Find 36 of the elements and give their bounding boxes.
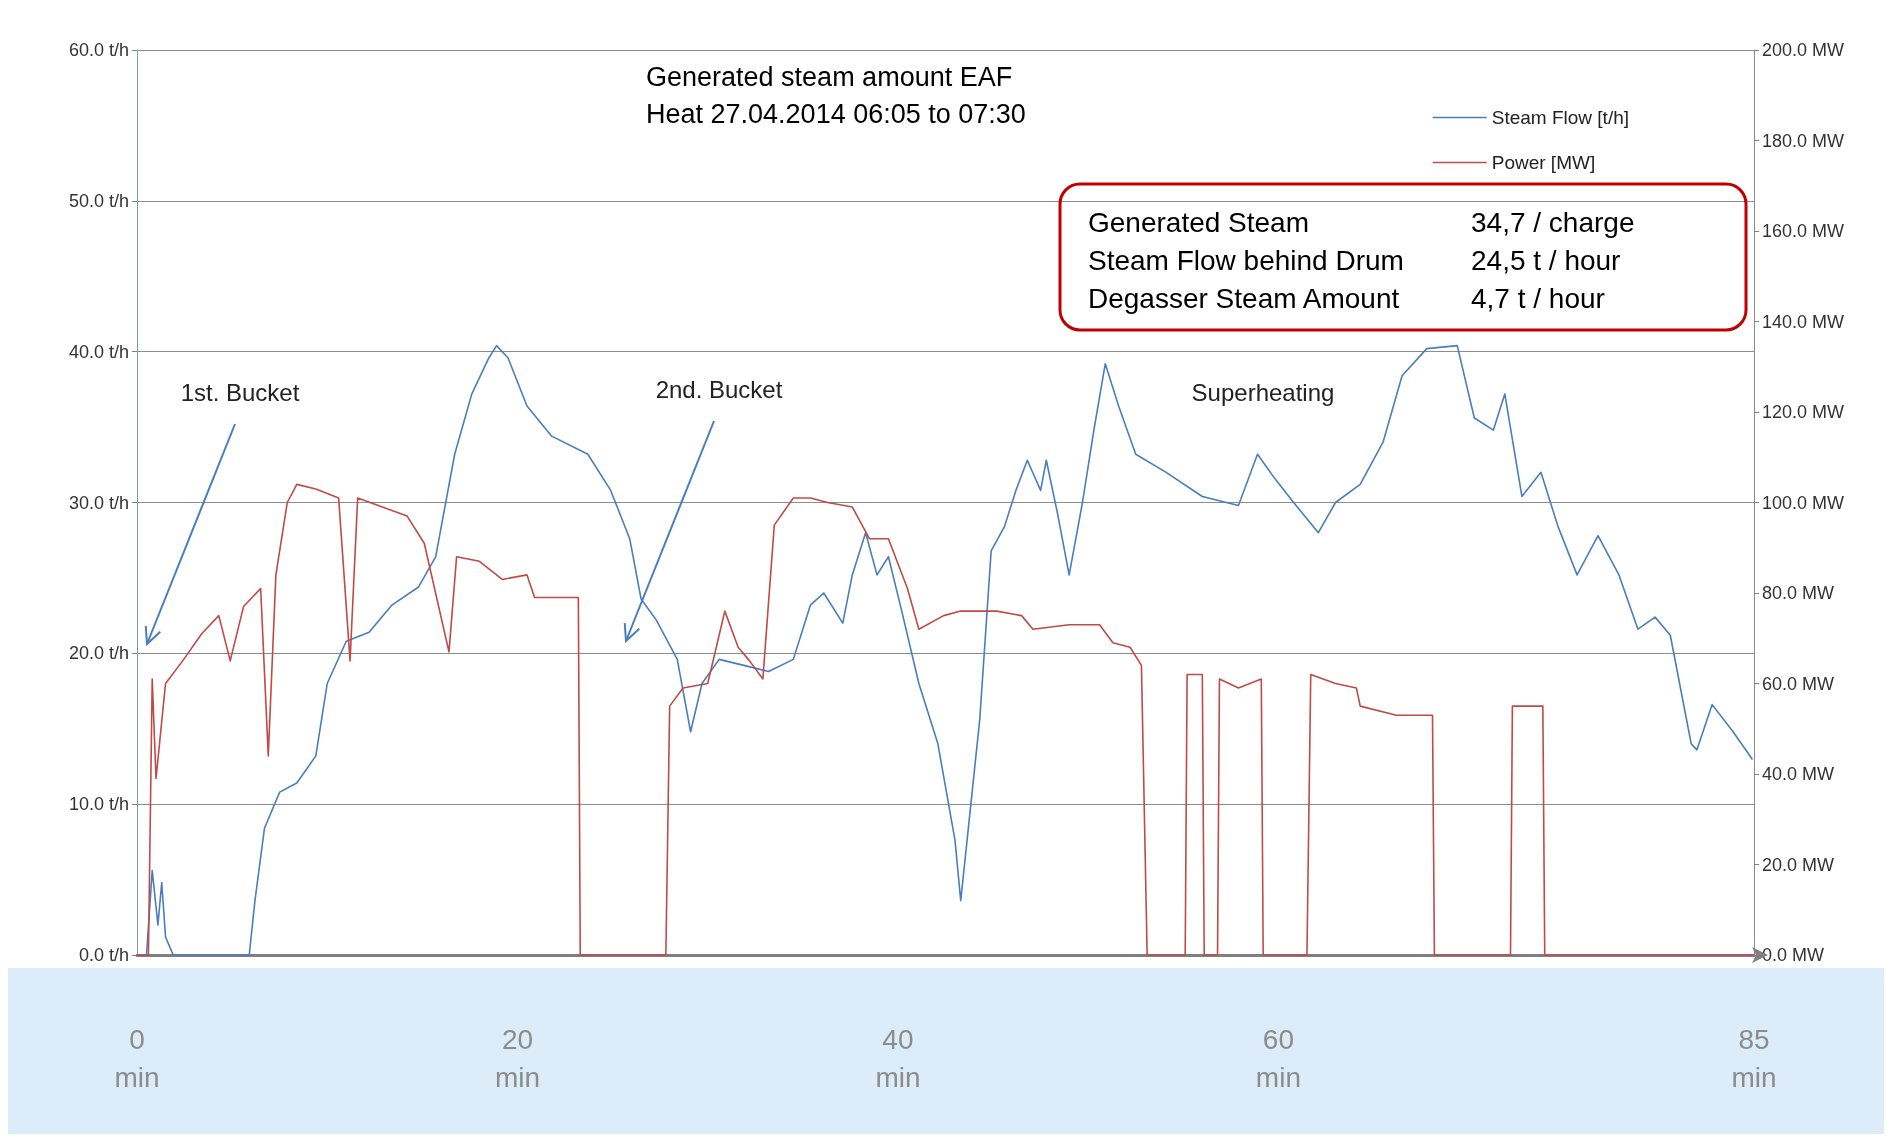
annotation: Steam Flow behind Drum bbox=[1088, 244, 1404, 276]
y2-tick-label: 180.0 MW bbox=[1762, 130, 1845, 151]
y-tick-label: 40.0 t/h bbox=[68, 341, 129, 362]
y-tick-label: 10.0 t/h bbox=[68, 794, 129, 815]
y2-tick-label: 100.0 MW bbox=[1762, 492, 1845, 513]
annotation: 34,7 / charge bbox=[1471, 206, 1635, 238]
x-tick-label: 0 min bbox=[114, 1023, 160, 1093]
text: Heat 27.04.2014 06:05 to 07:30 bbox=[646, 98, 1026, 129]
y-tick-label: 60.0 t/h bbox=[68, 40, 129, 60]
y2-tick-label: 40.0 MW bbox=[1762, 764, 1835, 784]
x-tick-label: 20 min bbox=[494, 1023, 541, 1093]
y-tick-label: 30.0 t/h bbox=[68, 492, 129, 513]
x-tick-label: 60 min bbox=[1255, 1023, 1301, 1093]
y2-tick-label: 160.0 MW bbox=[1762, 221, 1845, 241]
annotation: 4,7 t / hour bbox=[1471, 282, 1605, 314]
y2-tick-label: 140.0 MW bbox=[1762, 311, 1845, 332]
legend-label: Steam Flow [t/h] bbox=[1491, 107, 1630, 128]
annotation: Degasser Steam Amount bbox=[1088, 282, 1400, 314]
y2-tick-label: 120.0 MW bbox=[1762, 402, 1845, 422]
annotation: 2nd. Bucket bbox=[655, 375, 783, 403]
chart-title: Generated steam amount EAF bbox=[646, 61, 1013, 92]
y2-tick-label: 200.0 MW bbox=[1762, 40, 1845, 60]
y2-tick-label: 80.0 MW bbox=[1762, 583, 1835, 603]
annotation: 1st. Bucket bbox=[180, 378, 300, 406]
y-tick-label: 50.0 t/h bbox=[68, 190, 129, 211]
y2-tick-label: 60.0 MW bbox=[1762, 673, 1835, 694]
annotation: 24,5 t / hour bbox=[1471, 244, 1621, 276]
x-tick-label: 85 min bbox=[1731, 1023, 1777, 1093]
annotation: Generated Steam bbox=[1088, 206, 1310, 238]
y-tick-label: 20.0 t/h bbox=[68, 643, 129, 664]
y2-tick-label: 20.0 MW bbox=[1762, 854, 1835, 875]
y2-tick-label: 0.0 MW bbox=[1762, 945, 1825, 965]
y-tick-label: 0.0 t/h bbox=[78, 945, 129, 965]
annotation: Superheating bbox=[1191, 378, 1335, 406]
legend-label: Power [MW] bbox=[1491, 152, 1596, 173]
x-tick-label: 40 min bbox=[875, 1023, 921, 1093]
